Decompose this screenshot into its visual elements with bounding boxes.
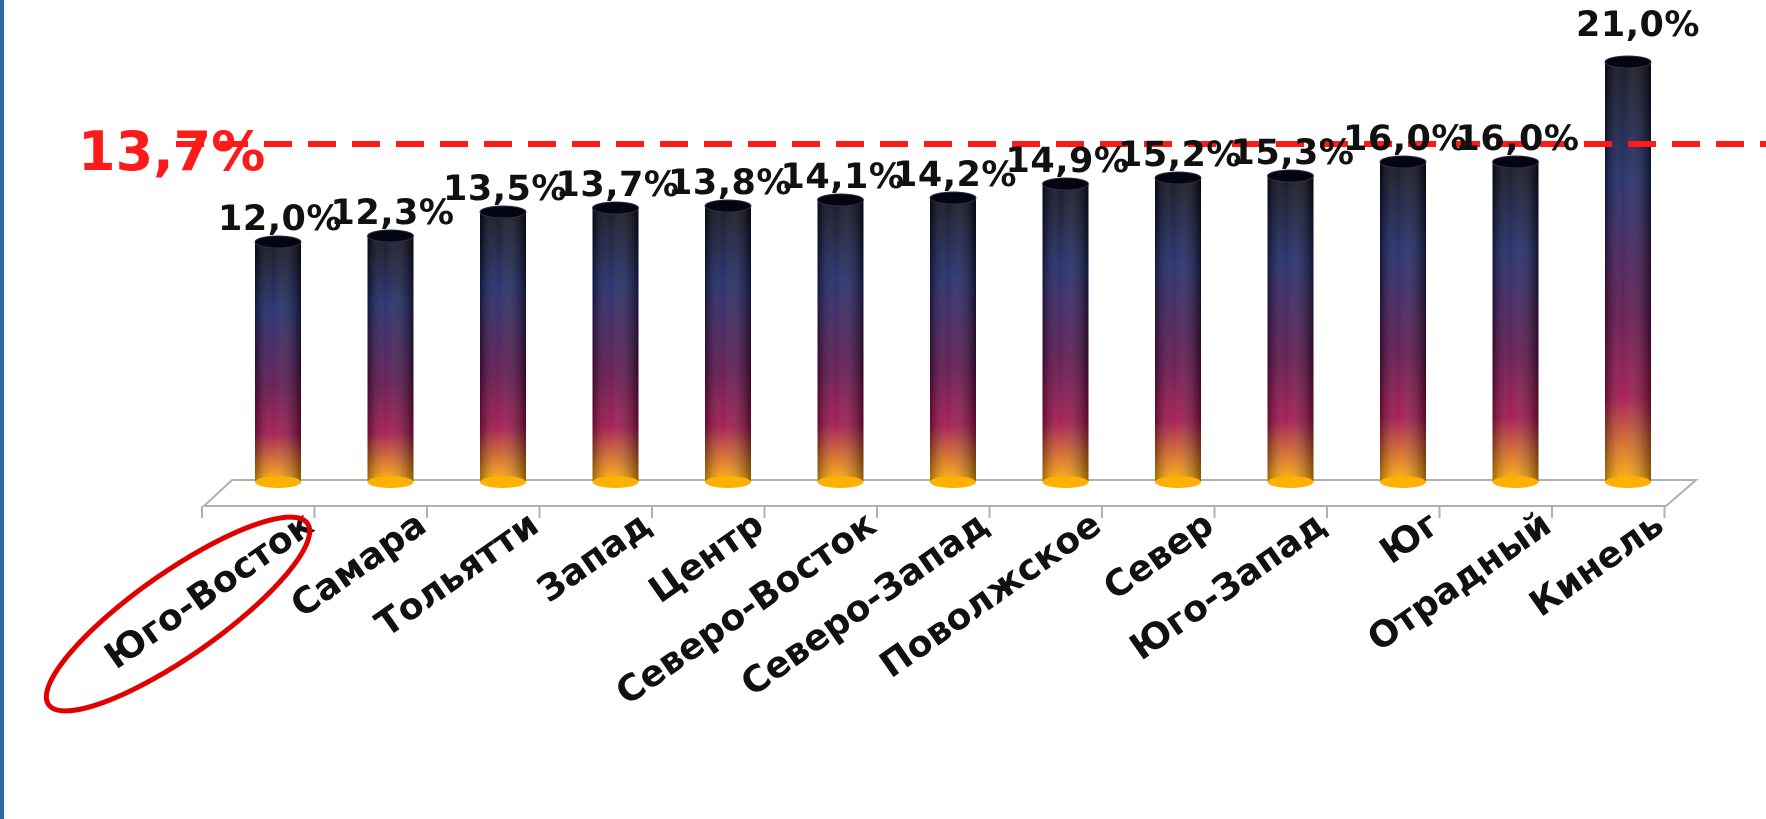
value-label: 12,0% [218,199,342,239]
highlight-ellipse [43,514,313,714]
chart-floor [201,479,1699,518]
value-label: 13,5% [443,169,567,209]
value-label: 13,8% [668,163,792,203]
bar [704,199,752,488]
value-label: 14,9% [1006,141,1130,181]
bar [1604,55,1652,488]
category-label: Запад [530,504,658,611]
value-label: 16,0% [1343,119,1467,159]
bar [254,235,302,488]
value-label: 14,2% [893,155,1017,195]
category-labels: Юго-ВостокСамараТольяттиЗападЦентрСеверо… [43,504,1671,714]
bar [929,191,977,488]
category-label: Юго-Запад [1123,504,1334,669]
bar [1042,177,1089,488]
value-label: 16,0% [1456,119,1580,159]
bar [479,205,527,488]
value-label: 12,3% [331,193,455,233]
value-label: 13,7% [556,165,680,205]
bar [1379,155,1427,488]
bar [592,201,639,488]
bar [1492,155,1539,488]
bar [367,229,414,488]
bars [254,55,1652,488]
chart-floor-plane [201,479,1699,507]
category-label: Юг [1373,504,1447,573]
value-labels: 12,0%12,3%13,5%13,7%13,8%14,1%14,2%14,9%… [218,5,1700,239]
reference-value-label: 13,7% [78,120,265,183]
bar [817,193,864,488]
value-label: 15,3% [1231,133,1355,173]
bar [1154,171,1202,488]
bar-chart: 12,0%12,3%13,5%13,7%13,8%14,1%14,2%14,9%… [43,5,1766,714]
value-label: 21,0% [1576,5,1700,45]
value-label: 15,2% [1118,135,1242,175]
value-label: 14,1% [781,157,905,197]
bar [1267,169,1314,488]
